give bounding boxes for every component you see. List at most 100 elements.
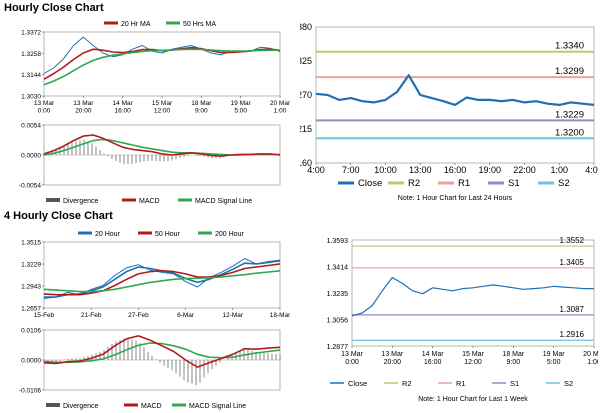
y-tick-label: 1.3144 bbox=[21, 72, 41, 79]
x-tick-label: 22:00 bbox=[513, 165, 536, 175]
weekly-pivot-panel: 1.3593 1.3414 1.3235 1.3056 1.2877 13 Mar 0:00… bbox=[300, 226, 598, 412]
y-tick-label: 1.3215 bbox=[300, 124, 312, 134]
hourly-pivot-chart: 1.33801.33251.32701.32151.31604:007:0010… bbox=[300, 22, 598, 202]
x-tick-label: 27-Feb bbox=[128, 312, 149, 319]
x-tick-label: 13:00 bbox=[409, 165, 432, 175]
y-tick-label: 1.3515 bbox=[21, 240, 41, 247]
legend-close-label: Close bbox=[358, 178, 382, 189]
x-tick-label: 16:00 bbox=[444, 165, 467, 175]
legend-r2-label: R2 bbox=[408, 178, 420, 189]
legend-divergence-label: Divergence bbox=[63, 403, 99, 410]
x-tick-label: 4:00 bbox=[307, 165, 325, 175]
50-hrs-ma-line bbox=[43, 48, 280, 86]
plot-frame bbox=[43, 31, 281, 97]
y-tick-label: 1.2943 bbox=[21, 284, 41, 291]
legend-close-label: Close bbox=[348, 379, 367, 388]
x-tick-label: 12-Mar bbox=[223, 312, 244, 319]
x-tick-label: 13 Mar 20:00 bbox=[73, 100, 94, 115]
legend-s2-label: S2 bbox=[564, 379, 573, 388]
y-tick-label: 1.3372 bbox=[21, 30, 41, 37]
chart-note: Note: 1 Hour Chart for Last 24 Hours bbox=[398, 195, 513, 202]
200-hour-line bbox=[43, 270, 281, 293]
chart-note: Note: 1 Hour Chart for Last 1 Week bbox=[418, 396, 528, 403]
legend-20-hour-label: 20 Hour bbox=[95, 231, 121, 238]
legend-r1-label: R1 bbox=[458, 178, 470, 189]
x-tick-label: 14 Mar 16:00 bbox=[113, 100, 134, 115]
legend-s1-label: S1 bbox=[510, 379, 519, 388]
y-tick-label: 1.2877 bbox=[327, 344, 349, 351]
x-tick-label: 19 Mar 5:00 bbox=[543, 351, 565, 366]
x-tick-label: 6-Mar bbox=[177, 312, 195, 319]
macd-signal-line bbox=[43, 138, 280, 156]
y-tick-label: 1.3160 bbox=[300, 158, 312, 168]
legend-divergence-label: Divergence bbox=[63, 198, 99, 205]
y-tick-label: 1.3258 bbox=[21, 51, 41, 58]
close-line bbox=[43, 258, 281, 299]
legend-macd-label: MACD bbox=[141, 403, 162, 410]
y-tick-label: 0.0106 bbox=[21, 328, 41, 335]
level-s1-label: 1.3087 bbox=[560, 305, 585, 314]
legend-divergence-swatch bbox=[46, 198, 60, 202]
x-tick-label: 15 Mar 12:00 bbox=[462, 351, 484, 366]
y-tick-label: 1.3030 bbox=[21, 94, 41, 101]
level-s1-label: 1.3229 bbox=[555, 109, 584, 120]
legend-macd-signal-line-label: MACD Signal Line bbox=[189, 403, 246, 410]
x-tick-label: 10:00 bbox=[374, 165, 397, 175]
y-tick-label: 1.3593 bbox=[327, 238, 349, 245]
y-tick-label: 1.2657 bbox=[21, 306, 41, 313]
legend-macd-signal-line-label: MACD Signal Line bbox=[195, 198, 252, 205]
x-tick-label: 13 Mar 20:00 bbox=[381, 351, 403, 366]
50-hour-line bbox=[43, 263, 281, 296]
legend-50-hrs-ma-label: 50 Hrs MA bbox=[183, 21, 216, 28]
y-tick-label: 1.3270 bbox=[300, 90, 312, 100]
legend-s2-label: S2 bbox=[558, 178, 570, 189]
four-hourly-macd-chart: 0.0106 0.0000 -0.0106 Divergence MACD MACD Si… bbox=[19, 328, 281, 410]
plot-frame bbox=[351, 239, 595, 347]
level-r1-label: 1.3299 bbox=[555, 66, 584, 77]
x-tick-label: 4:00 bbox=[585, 165, 598, 175]
y-tick-label: 1.3380 bbox=[300, 22, 312, 32]
y-tick-label: 1.3235 bbox=[327, 291, 349, 298]
x-tick-label: 13 Mar 0:00 bbox=[341, 351, 363, 366]
close-line bbox=[351, 276, 594, 317]
legend-200-hour-label: 200 Hour bbox=[215, 231, 244, 238]
y-tick-label: 1.3325 bbox=[300, 56, 312, 66]
hourly-price-panel: 1.3372 1.3258 1.3144 1.3030 13 Mar 0:00 13 Mar… bbox=[0, 16, 290, 121]
y-tick-label: 1.3056 bbox=[327, 318, 349, 325]
x-tick-label: 15-Feb bbox=[34, 312, 55, 319]
x-tick-label: 19 Mar 5:00 bbox=[231, 100, 252, 115]
x-tick-label: 7:00 bbox=[342, 165, 360, 175]
level-s2-label: 1.2916 bbox=[560, 330, 585, 339]
y-tick-label: -0.0054 bbox=[19, 183, 41, 190]
hourly-macd-panel: 0.0054 0.0000 -0.0054 Divergence MACD MACD Si… bbox=[0, 121, 290, 206]
legend-macd-label: MACD bbox=[139, 198, 160, 205]
y-tick-label: 0.0000 bbox=[21, 358, 41, 365]
x-tick-label: 1:00 bbox=[550, 165, 568, 175]
level-r2-label: 1.3552 bbox=[560, 236, 585, 245]
y-tick-label: -0.0106 bbox=[19, 388, 41, 395]
four-hourly-section-title: 4 Hourly Close Chart bbox=[4, 210, 113, 222]
x-tick-label: 21-Feb bbox=[81, 312, 102, 319]
four-hourly-macd-panel: 0.0106 0.0000 -0.0106 Divergence MACD MACD Si… bbox=[0, 326, 290, 412]
macd-signal-line bbox=[43, 342, 281, 364]
plot-frame bbox=[315, 26, 595, 164]
x-tick-label: 15 Mar 12:00 bbox=[152, 100, 173, 115]
level-s2-label: 1.3200 bbox=[555, 127, 584, 138]
legend-divergence-swatch bbox=[46, 403, 60, 407]
y-tick-label: 1.3229 bbox=[21, 262, 41, 269]
level-r2-label: 1.3340 bbox=[555, 41, 584, 52]
legend-50-hour-label: 50 Hour bbox=[155, 231, 181, 238]
plot-frame bbox=[43, 241, 281, 309]
x-tick-label: 18-Mar bbox=[270, 312, 290, 319]
level-r1-label: 1.3405 bbox=[560, 258, 585, 267]
legend-20-hr-ma-label: 20 Hr MA bbox=[121, 21, 151, 28]
20-hr-ma-line bbox=[43, 46, 281, 80]
hourly-section-title: Hourly Close Chart bbox=[4, 2, 104, 14]
hourly-pivot-panel: 1.33801.33251.32701.32151.31604:007:0010… bbox=[300, 16, 598, 206]
x-tick-label: 19:00 bbox=[478, 165, 501, 175]
y-tick-label: 0.0000 bbox=[21, 153, 41, 160]
